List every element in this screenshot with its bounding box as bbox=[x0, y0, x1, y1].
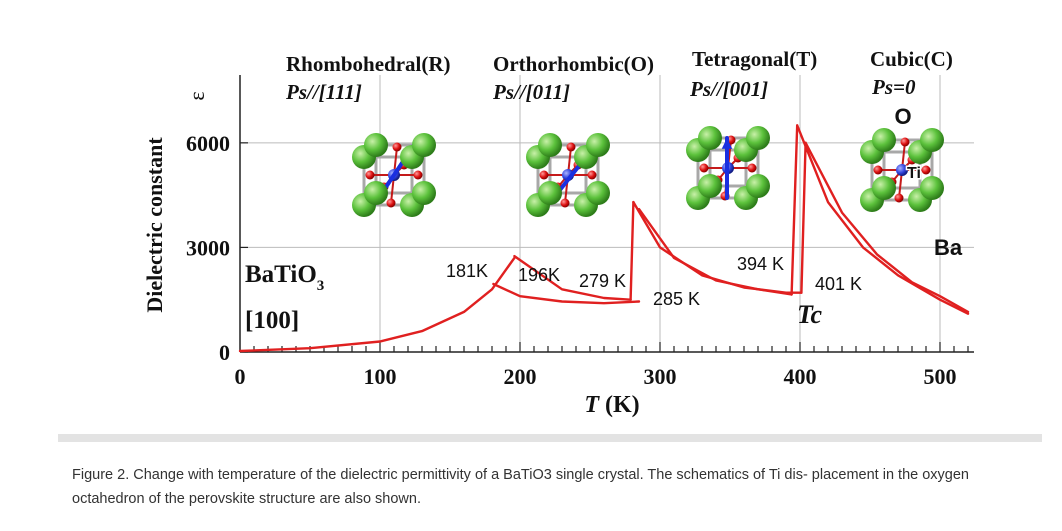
x-tick-label: 300 bbox=[644, 364, 677, 389]
titanium-atom bbox=[896, 164, 908, 176]
oxygen-atom bbox=[413, 170, 423, 180]
material-label: BaTiO3 bbox=[245, 261, 324, 294]
phase-labels: Rhombohedral(R) Ps//[111] Orthorhombic(O… bbox=[285, 47, 953, 104]
crystal-cell bbox=[352, 133, 436, 217]
phase-name-cubic: Cubic(C) bbox=[870, 47, 953, 71]
barium-atom bbox=[364, 133, 388, 157]
barium-atom bbox=[586, 133, 610, 157]
phase-name-tetragonal: Tetragonal(T) bbox=[692, 47, 817, 71]
x-tick-label: 0 bbox=[235, 364, 246, 389]
series-line bbox=[800, 141, 807, 294]
crystal-schematics bbox=[352, 126, 944, 217]
barium-atom bbox=[698, 174, 722, 198]
oxygen-atom bbox=[894, 193, 904, 203]
barium-atom bbox=[538, 133, 562, 157]
x-tick-label: 400 bbox=[784, 364, 817, 389]
series-line bbox=[629, 200, 635, 301]
crystal-cell bbox=[860, 128, 944, 212]
tick-labels: 0 100 200 300 400 500 0 3000 6000 bbox=[186, 131, 957, 389]
y-tick-label: 6000 bbox=[186, 131, 230, 156]
series-line bbox=[513, 254, 632, 301]
barium-atom bbox=[746, 126, 770, 150]
annotation-label: 401 K bbox=[815, 274, 862, 294]
barium-label: Ba bbox=[934, 235, 963, 260]
oxygen-atom bbox=[539, 170, 549, 180]
barium-atom bbox=[698, 126, 722, 150]
phase-pol-rhombohedral: Ps//[111] bbox=[285, 80, 362, 104]
y-axis-label: Dielectric constant bbox=[142, 137, 167, 313]
series-line bbox=[796, 124, 970, 315]
barium-atom bbox=[872, 128, 896, 152]
oxygen-atom bbox=[699, 163, 709, 173]
divider bbox=[58, 434, 1042, 442]
series-line bbox=[790, 124, 799, 296]
annotation-label: Tc bbox=[797, 300, 822, 329]
phase-pol-orthorhombic: Ps//[011] bbox=[492, 80, 570, 104]
series-line bbox=[238, 256, 516, 353]
polarization-arrowhead bbox=[721, 138, 733, 149]
oxygen-atom bbox=[587, 170, 597, 180]
phase-pol-tetragonal: Ps//[001] bbox=[689, 77, 768, 101]
temperature-annotations: 181K 196K 279 K 285 K 394 K 401 K Tc bbox=[446, 254, 862, 329]
oxygen-atom bbox=[900, 137, 910, 147]
y-tick-label: 3000 bbox=[186, 235, 230, 260]
oxygen-atom bbox=[747, 163, 757, 173]
phase-name-rhombohedral: Rhombohedral(R) bbox=[286, 52, 451, 76]
barium-atom bbox=[412, 133, 436, 157]
dielectric-chart: Dielectric constant ε 0 100 200 300 400 500 0 3… bbox=[142, 47, 974, 418]
series-line bbox=[492, 282, 641, 305]
barium-atom bbox=[872, 176, 896, 200]
annotation-label: 285 K bbox=[653, 289, 700, 309]
oxygen-atom bbox=[921, 165, 931, 175]
oxygen-label: O bbox=[894, 104, 911, 129]
barium-atom bbox=[412, 181, 436, 205]
crystal-cell bbox=[686, 126, 770, 210]
x-tick-label: 500 bbox=[924, 364, 957, 389]
y-axis-symbol: ε bbox=[184, 91, 209, 100]
titanium-label: Ti bbox=[907, 165, 921, 182]
barium-atom bbox=[746, 174, 770, 198]
direction-label: [100] bbox=[245, 307, 299, 334]
oxygen-atom bbox=[873, 165, 883, 175]
annotation-label: 279 K bbox=[579, 271, 626, 291]
series-line bbox=[804, 141, 970, 314]
oxygen-atom bbox=[365, 170, 375, 180]
barium-atom bbox=[586, 181, 610, 205]
y-tick-label: 0 bbox=[219, 340, 230, 365]
grid-lines bbox=[240, 75, 974, 352]
oxygen-atom bbox=[392, 142, 402, 152]
annotation-label: 196K bbox=[518, 265, 560, 285]
barium-atom bbox=[920, 128, 944, 152]
phase-pol-cubic: Ps=0 bbox=[871, 75, 916, 99]
series-line bbox=[637, 207, 793, 296]
phase-name-orthorhombic: Orthorhombic(O) bbox=[493, 52, 654, 76]
barium-atom bbox=[920, 176, 944, 200]
annotation-label: 394 K bbox=[737, 254, 784, 274]
axes bbox=[239, 75, 974, 353]
barium-atom bbox=[364, 181, 388, 205]
oxygen-atom bbox=[560, 198, 570, 208]
x-axis-label: T (K) bbox=[584, 392, 639, 418]
data-series bbox=[238, 124, 970, 353]
barium-atom bbox=[538, 181, 562, 205]
oxygen-atom bbox=[566, 142, 576, 152]
oxygen-atom bbox=[386, 198, 396, 208]
annotation-label: 181K bbox=[446, 261, 488, 281]
x-tick-label: 200 bbox=[504, 364, 537, 389]
figure-caption: Figure 2. Change with temperature of the… bbox=[72, 467, 969, 507]
x-tick-label: 100 bbox=[364, 364, 397, 389]
crystal-cell bbox=[526, 133, 610, 217]
